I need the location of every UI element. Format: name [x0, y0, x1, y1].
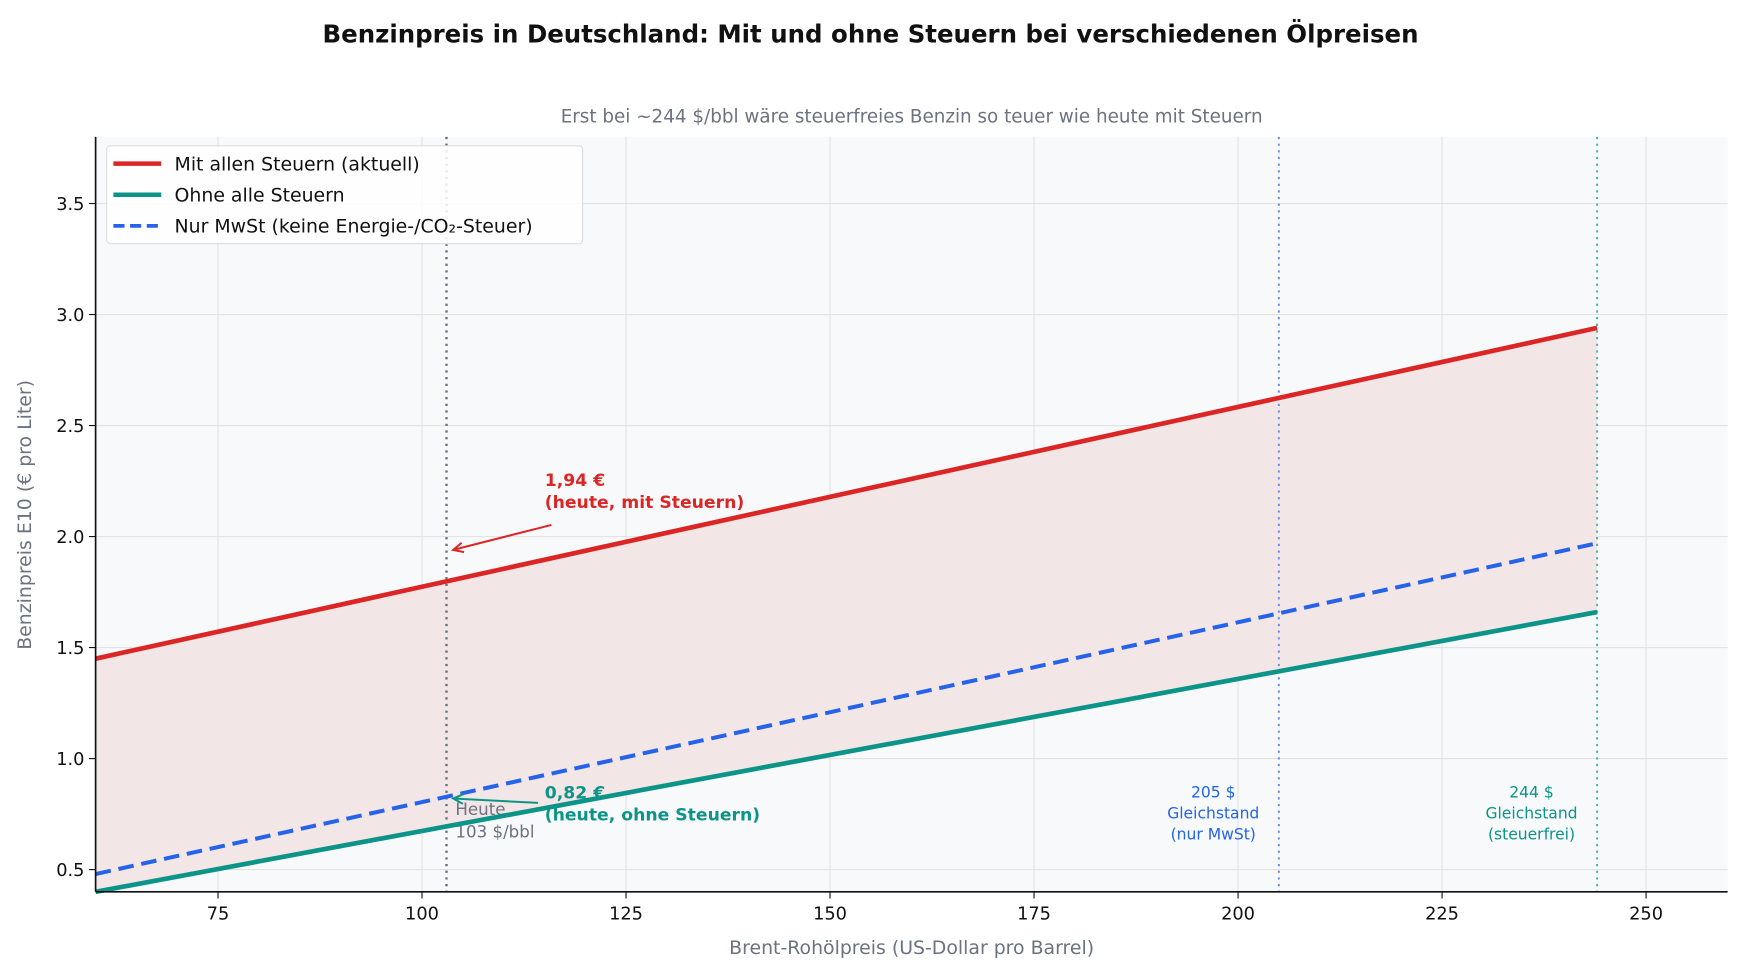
x-axis-label: Brent-Rohölpreis (US-Dollar pro Barrel): [729, 937, 1094, 959]
y-tick-label: 0.5: [56, 860, 84, 881]
y-tick-label: 1.0: [56, 749, 84, 770]
series-line-1: [95, 609, 1598, 895]
y-tick-label: 3.0: [56, 305, 84, 326]
vline-label: (nur MwSt): [1171, 826, 1256, 844]
legend-label: Nur MwSt (keine Energie-/CO₂-Steuer): [175, 216, 533, 238]
y-tick-label: 2.0: [56, 527, 84, 548]
vline-label: (steuerfrei): [1488, 826, 1575, 844]
annotation-text: (heute, mit Steuern): [545, 493, 744, 513]
series-line-0: [95, 325, 1598, 661]
vline-label: 205 $: [1191, 783, 1236, 801]
annotations: 1,94 €(heute, mit Steuern) 0,82 € (heute, …: [450, 471, 760, 826]
fill-area: [95, 327, 1598, 892]
x-tick-label: 250: [1629, 904, 1663, 925]
annotation-text: 1,94 €: [545, 471, 605, 491]
y-axis-label: Benzinpreis E10 (€ pro Liter): [14, 380, 36, 650]
chart-title: Benzinpreis in Deutschland: Mit und ohne…: [323, 18, 1419, 48]
y-tick-label: 3.5: [56, 194, 84, 215]
annotation-arrow: [452, 523, 552, 551]
vline-label: Heute: [455, 800, 505, 819]
legend-label: Ohne alle Steuern: [175, 184, 345, 206]
vline-label: Gleichstand: [1485, 804, 1577, 822]
legend-label: Mit allen Steuern (aktuell): [175, 153, 420, 175]
vertical-lines: Heute 103 $/bbl 205 $ Gleichstand (nur MwSt)…: [445, 136, 1599, 892]
series-lines: [95, 325, 1598, 895]
x-tick-label: 75: [207, 904, 230, 925]
annotation-arrowhead: [450, 793, 464, 805]
ticks: 75 100 125 150 175 200 225 250 0.5 1.0 1.5 2.0 2.5 3.…: [56, 194, 1663, 924]
annotation-text: 0,82 €: [545, 783, 605, 803]
legend: Mit allen Steuern (aktuell) Ohne alle Ste…: [106, 145, 584, 245]
x-tick-label: 200: [1221, 904, 1255, 925]
vline-label: 103 $/bbl: [455, 822, 534, 841]
legend-box: [106, 145, 584, 245]
chart-subtitle: Erst bei ~244 $/bbl wäre steuerfreies Be…: [561, 106, 1263, 127]
annotation-arrow: [453, 797, 539, 804]
y-tick-label: 1.5: [56, 638, 84, 659]
x-tick-label: 225: [1425, 904, 1459, 925]
fill-between: [95, 327, 1598, 892]
x-tick-label: 100: [405, 904, 439, 925]
vline-label: Gleichstand: [1167, 804, 1259, 822]
annotation-text: (heute, ohne Steuern): [545, 806, 760, 826]
annotation-arrowhead: [450, 541, 465, 554]
x-tick-label: 175: [1017, 904, 1051, 925]
x-tick-label: 125: [609, 904, 643, 925]
x-tick-label: 150: [813, 904, 847, 925]
vline-label: 244 $: [1509, 783, 1554, 801]
y-tick-label: 2.5: [56, 416, 84, 437]
